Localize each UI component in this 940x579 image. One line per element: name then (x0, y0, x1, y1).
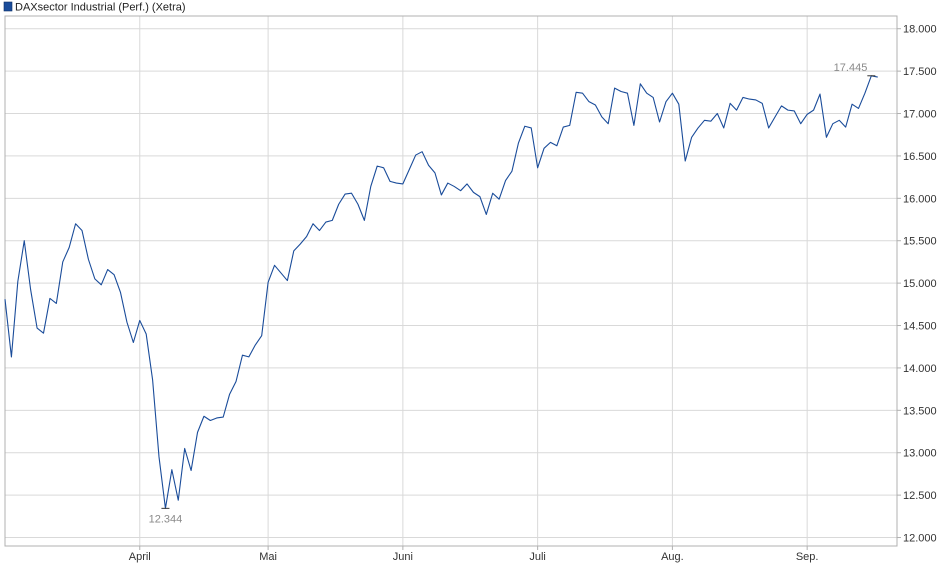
plot-area-frame (4, 15, 898, 547)
y-tick-label: 14.500 (903, 321, 937, 333)
legend: DAXsector Industrial (Perf.) (Xetra) (3, 1, 186, 14)
y-tick-label: 18.000 (903, 24, 937, 36)
x-axis: April Mai Juni Juli Aug. Sep. (129, 546, 819, 563)
legend-label: DAXsector Industrial (Perf.) (Xetra) (15, 2, 186, 14)
y-tick-label: 15.000 (903, 278, 937, 290)
grid-layer (5, 16, 897, 546)
y-axis: 12.000 12.500 13.000 13.500 14.000 14.500 15.0… (897, 24, 937, 545)
annotation-layer: 12.344 17.445 (149, 62, 876, 525)
x-tick-label: Juli (529, 551, 546, 563)
y-tick-label: 16.500 (903, 151, 937, 163)
y-tick-label: 12.500 (903, 490, 937, 502)
x-tick-label: Juni (393, 551, 413, 563)
y-tick-label: 12.000 (903, 533, 937, 545)
y-tick-label: 17.000 (903, 109, 937, 121)
x-tick-label: April (129, 551, 151, 563)
y-tick-label: 14.000 (903, 363, 937, 375)
y-tick-label: 17.500 (903, 66, 937, 78)
y-tick-label: 13.000 (903, 448, 937, 460)
series-layer (4, 75, 878, 509)
y-tick-label: 13.500 (903, 405, 937, 417)
high-value-label: 17.445 (834, 62, 868, 74)
series-line (4, 75, 878, 509)
x-tick-label: Aug. (661, 551, 684, 563)
x-tick-label: Mai (259, 551, 277, 563)
legend-swatch (3, 1, 13, 12)
low-value-label: 12.344 (149, 513, 183, 525)
y-tick-label: 15.500 (903, 236, 937, 248)
y-tick-label: 16.000 (903, 193, 937, 205)
x-tick-label: Sep. (796, 551, 819, 563)
